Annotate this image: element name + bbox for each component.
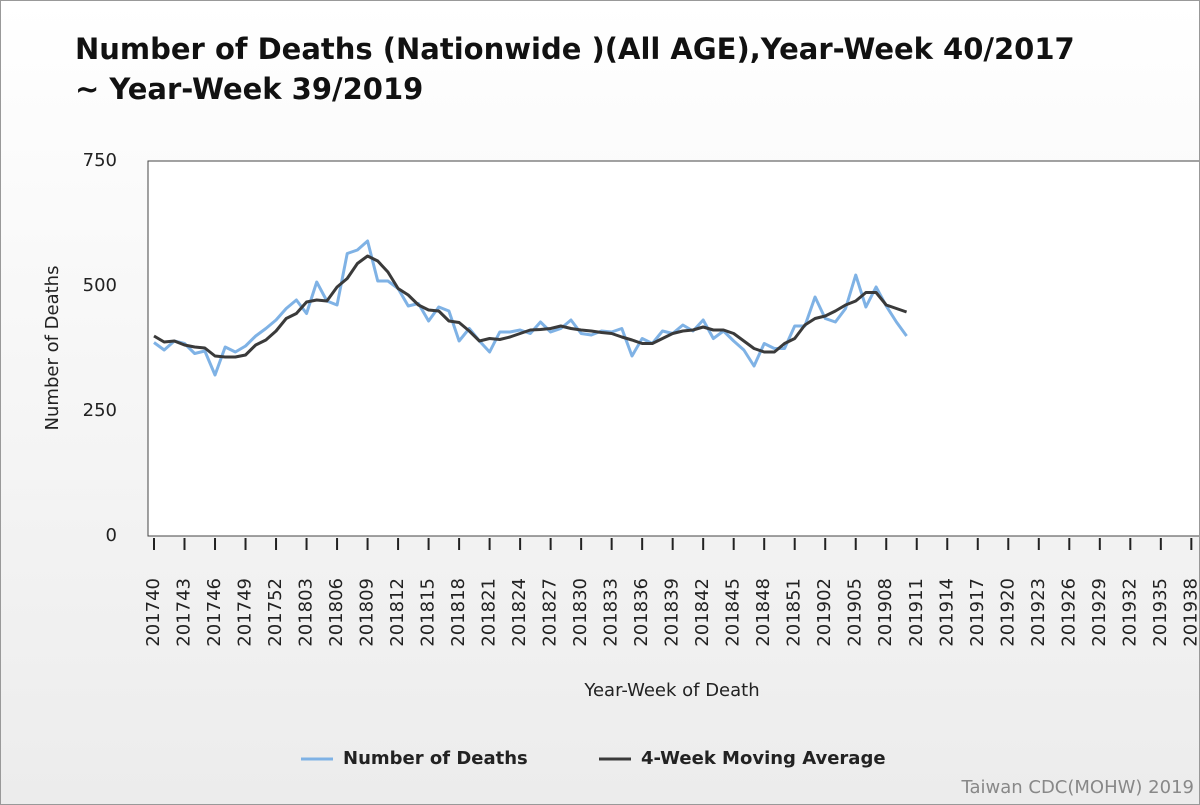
x-tick-label: 201818 [448,578,469,647]
x-tick-label: 201749 [235,578,256,647]
y-axis-title: Number of Deaths [42,266,63,431]
x-tick-label: 201911 [906,578,927,647]
x-tick-label: 201803 [296,578,317,647]
x-tick-label: 201821 [479,578,500,647]
x-tick-label: 201746 [204,578,225,647]
x-tick-label: 201836 [631,578,652,647]
y-tick-label: 500 [83,275,117,296]
x-tick-label: 201938 [1180,578,1199,647]
y-tick-label: 250 [83,400,117,421]
y-tick-label: 0 [106,525,117,546]
x-tick-label: 201743 [174,578,195,647]
x-tick-label: 201917 [967,578,988,647]
x-tick-label: 201845 [723,578,744,647]
y-tick-label: 750 [83,150,117,171]
legend-label: 4-Week Moving Average [641,748,886,769]
x-tick-label: 201833 [601,578,622,647]
chart-title: Number of Deaths (Nationwide )(All AGE),… [75,32,1075,106]
x-tick-label: 201740 [143,578,164,647]
x-tick-label: 201815 [418,578,439,647]
x-tick-label: 201851 [784,578,805,647]
x-tick-label: 201923 [1028,578,1049,647]
x-tick-label: 201839 [662,578,683,647]
x-tick-label: 201905 [845,578,866,647]
x-tick-label: 201812 [387,578,408,647]
x-tick-label: 201830 [570,578,591,647]
x-tick-label: 201914 [936,578,957,647]
series-line [153,239,908,377]
x-tick-label: 201842 [692,578,713,647]
credit: Taiwan CDC(MOHW) 2019 [960,777,1194,798]
x-axis-title: Year-Week of Death [583,680,759,701]
x-tick-label: 201920 [997,578,1018,647]
x-tick-label: 201752 [265,578,286,647]
legend-label: Number of Deaths [343,748,528,769]
series-line [153,254,908,359]
x-tick-label: 201902 [814,578,835,647]
x-tick-label: 201929 [1089,578,1110,647]
x-tick-label: 201848 [753,578,774,647]
x-tick-label: 201908 [875,578,896,647]
x-tick-label: 201806 [326,578,347,647]
plot-area [147,160,1199,537]
x-tick-label: 201809 [357,578,378,647]
x-tick-label: 201824 [509,578,530,647]
x-tick-label: 201935 [1150,578,1171,647]
x-tick-label: 201926 [1058,578,1079,647]
x-tick-label: 201827 [540,578,561,647]
x-tick-label: 201932 [1119,578,1140,647]
